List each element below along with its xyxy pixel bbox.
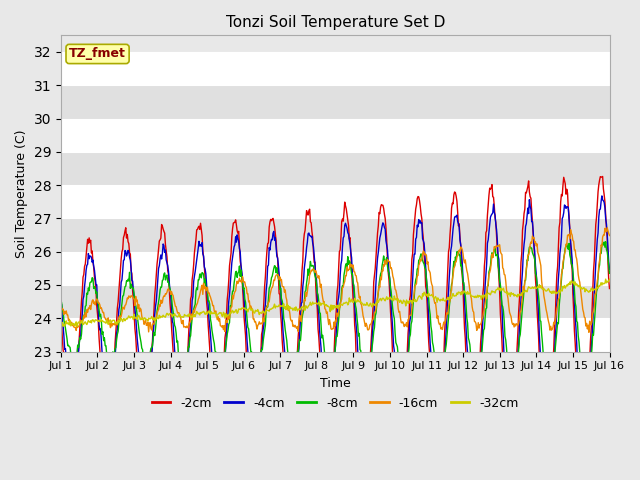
-8cm xyxy=(402,368,410,373)
-8cm xyxy=(124,278,131,284)
-32cm xyxy=(605,276,613,282)
Bar xyxy=(61,119,609,152)
-16cm xyxy=(67,320,75,325)
-16cm xyxy=(605,233,613,239)
-2cm xyxy=(605,286,613,291)
Bar xyxy=(61,218,609,252)
-16cm xyxy=(124,295,131,301)
Line: -16cm: -16cm xyxy=(61,228,609,332)
-8cm xyxy=(509,385,516,391)
-32cm xyxy=(67,323,75,329)
Legend: -2cm, -4cm, -8cm, -16cm, -32cm: -2cm, -4cm, -8cm, -16cm, -32cm xyxy=(147,392,524,415)
Line: -32cm: -32cm xyxy=(61,279,609,326)
Bar xyxy=(61,285,609,318)
-4cm xyxy=(67,389,75,395)
-8cm xyxy=(605,271,613,276)
-8cm xyxy=(67,351,75,357)
Bar xyxy=(61,152,609,185)
-32cm xyxy=(57,323,65,328)
-4cm xyxy=(179,395,187,400)
-16cm xyxy=(418,256,426,262)
-32cm xyxy=(124,314,132,320)
-2cm xyxy=(579,440,587,445)
-2cm xyxy=(179,408,187,414)
-2cm xyxy=(418,216,426,222)
-16cm xyxy=(179,317,187,323)
-4cm xyxy=(402,383,410,389)
-4cm xyxy=(208,353,216,359)
-16cm xyxy=(208,299,216,305)
-32cm xyxy=(403,297,410,303)
-16cm xyxy=(57,304,65,310)
-4cm xyxy=(418,220,426,226)
Text: TZ_fmet: TZ_fmet xyxy=(69,48,126,60)
Bar xyxy=(61,52,609,85)
-8cm xyxy=(602,239,609,245)
-2cm xyxy=(208,377,216,383)
-2cm xyxy=(599,174,607,180)
-2cm xyxy=(67,408,75,414)
-8cm xyxy=(57,297,65,303)
-8cm xyxy=(179,361,187,367)
-2cm xyxy=(124,231,131,237)
Y-axis label: Soil Temperature (C): Soil Temperature (C) xyxy=(15,129,28,258)
X-axis label: Time: Time xyxy=(320,377,351,390)
Bar xyxy=(61,185,609,218)
Bar xyxy=(61,318,609,351)
-4cm xyxy=(598,193,605,199)
-32cm xyxy=(73,324,81,329)
-8cm xyxy=(208,327,216,333)
-4cm xyxy=(57,302,65,308)
-16cm xyxy=(604,225,611,230)
-32cm xyxy=(180,314,188,320)
Line: -2cm: -2cm xyxy=(61,177,609,443)
-16cm xyxy=(402,323,410,329)
-2cm xyxy=(402,372,410,378)
-16cm xyxy=(585,329,593,335)
Line: -4cm: -4cm xyxy=(61,196,609,423)
-32cm xyxy=(419,291,426,297)
Bar xyxy=(61,85,609,119)
Title: Tonzi Soil Temperature Set D: Tonzi Soil Temperature Set D xyxy=(225,15,445,30)
Bar xyxy=(61,252,609,285)
-32cm xyxy=(602,276,609,282)
-4cm xyxy=(124,251,131,257)
-4cm xyxy=(580,420,588,426)
Line: -8cm: -8cm xyxy=(61,242,609,388)
-4cm xyxy=(605,266,613,272)
-2cm xyxy=(57,314,65,320)
-8cm xyxy=(418,253,426,259)
-32cm xyxy=(209,310,216,316)
